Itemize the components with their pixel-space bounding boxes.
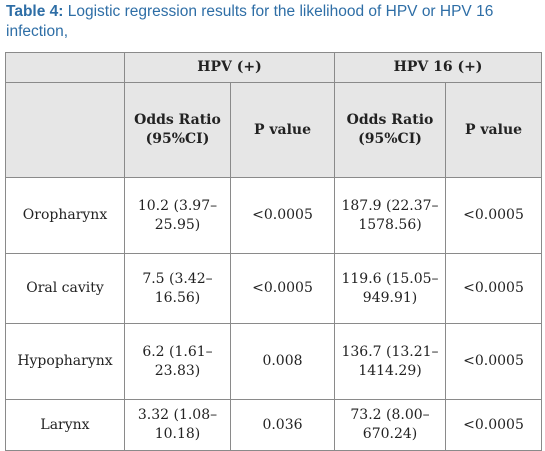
corner-cell (5, 52, 125, 83)
site-cell: Oropharynx (5, 177, 125, 254)
hpv-p-cell: <0.0005 (229, 253, 336, 324)
hpv16-or-cell: 187.9 (22.37–1578.56) (334, 177, 447, 254)
hpv16-p-cell: <0.0005 (445, 177, 543, 254)
site-cell: Larynx (5, 399, 125, 451)
hpv16-or-cell: 136.7 (13.21–1414.29) (334, 323, 447, 400)
header-hpv: HPV (+) (123, 52, 336, 83)
header-hpv-p-value: P value (229, 82, 336, 178)
hpv-p-cell: 0.008 (229, 323, 336, 400)
hpv16-or-cell: 73.2 (8.00–670.24) (334, 399, 447, 451)
hpv-or-cell: 10.2 (3.97–25.95) (124, 177, 231, 254)
header-hpv-odds-ratio: Odds Ratio (95%CI) (124, 82, 231, 178)
header-hpv16: HPV 16 (+) (334, 52, 543, 83)
site-cell: Oral cavity (5, 253, 125, 324)
regression-table: HPV (+) HPV 16 (+) Odds Ratio (95%CI) P … (5, 52, 543, 451)
table-row: Larynx 3.32 (1.08–10.18) 0.036 73.2 (8.0… (5, 399, 543, 451)
site-header-cell (5, 82, 125, 178)
table-caption: Table 4: Logistic regression results for… (6, 2, 542, 42)
table-row: Hypopharynx 6.2 (1.61–23.83) 0.008 136.7… (5, 323, 543, 400)
sub-header-row: Odds Ratio (95%CI) P value Odds Ratio (9… (5, 82, 543, 178)
hpv16-p-cell: <0.0005 (445, 399, 543, 451)
site-cell: Hypopharynx (5, 323, 125, 400)
hpv16-or-cell: 119.6 (15.05–949.91) (334, 253, 447, 324)
group-header-row: HPV (+) HPV 16 (+) (5, 52, 543, 83)
caption-text: Logistic regression results for the like… (6, 3, 494, 40)
table-row: Oral cavity 7.5 (3.42–16.56) <0.0005 119… (5, 253, 543, 324)
hpv-p-cell: 0.036 (229, 399, 336, 451)
hpv-p-cell: <0.0005 (229, 177, 336, 254)
hpv-or-cell: 6.2 (1.61–23.83) (124, 323, 231, 400)
caption-label: Table 4: (6, 3, 64, 20)
hpv-or-cell: 7.5 (3.42–16.56) (124, 253, 231, 324)
table-row: Oropharynx 10.2 (3.97–25.95) <0.0005 187… (5, 177, 543, 254)
hpv16-p-cell: <0.0005 (445, 323, 543, 400)
hpv-or-cell: 3.32 (1.08–10.18) (124, 399, 231, 451)
header-hpv16-p-value: P value (445, 82, 543, 178)
header-hpv16-odds-ratio: Odds Ratio (95%CI) (334, 82, 447, 178)
hpv16-p-cell: <0.0005 (445, 253, 543, 324)
